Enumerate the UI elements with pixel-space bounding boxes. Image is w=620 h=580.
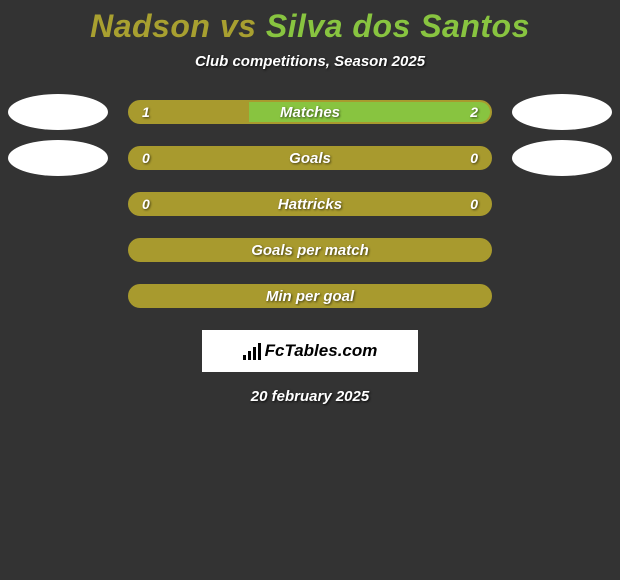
player2-name: Silva dos Santos bbox=[266, 8, 530, 44]
stat-bar: Goals per match bbox=[128, 238, 492, 262]
logo-bars-icon bbox=[243, 342, 261, 360]
vs-text: vs bbox=[210, 8, 265, 44]
stat-label: Matches bbox=[130, 102, 490, 122]
stat-label: Goals per match bbox=[130, 240, 490, 260]
stat-row: 00Hattricks bbox=[8, 192, 612, 216]
comparison-title: Nadson vs Silva dos Santos bbox=[0, 0, 620, 45]
stats-area: 12Matches 00Goals 00Hattricks Goals per mat… bbox=[0, 100, 620, 308]
stat-label: Goals bbox=[130, 148, 490, 168]
stat-row: 12Matches bbox=[8, 100, 612, 124]
stat-row: Goals per match bbox=[8, 238, 612, 262]
stat-label: Hattricks bbox=[130, 194, 490, 214]
subtitle: Club competitions, Season 2025 bbox=[0, 53, 620, 70]
logo-text: FcTables.com bbox=[265, 341, 378, 361]
player2-avatar bbox=[512, 94, 612, 130]
stat-bar: 12Matches bbox=[128, 100, 492, 124]
stat-row: 00Goals bbox=[8, 146, 612, 170]
stat-bar: Min per goal bbox=[128, 284, 492, 308]
date-text: 20 february 2025 bbox=[0, 388, 620, 405]
player1-name: Nadson bbox=[90, 8, 210, 44]
stat-bar: 00Goals bbox=[128, 146, 492, 170]
player2-avatar bbox=[512, 140, 612, 176]
player1-avatar bbox=[8, 140, 108, 176]
stat-row: Min per goal bbox=[8, 284, 612, 308]
stat-bar: 00Hattricks bbox=[128, 192, 492, 216]
stat-label: Min per goal bbox=[130, 286, 490, 306]
fctables-logo[interactable]: FcTables.com bbox=[202, 330, 418, 372]
player1-avatar bbox=[8, 94, 108, 130]
